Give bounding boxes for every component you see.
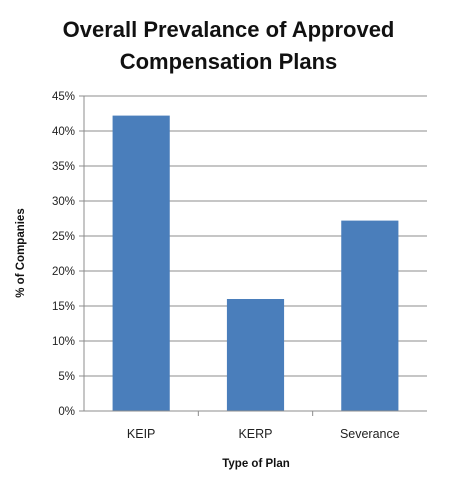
y-tick-label: 0%: [58, 406, 75, 418]
y-tick-label: 5%: [58, 371, 75, 383]
y-tick-label: 20%: [52, 266, 75, 278]
y-tick-label: 10%: [52, 336, 75, 348]
bar-kerp: [226, 299, 285, 411]
y-tick-label: 40%: [52, 126, 75, 138]
bar-severance: [341, 220, 399, 411]
x-tick-labels: KEIP KERP Severance: [127, 427, 400, 441]
y-tick-label: 30%: [52, 196, 75, 208]
chart-title: Overall Prevalance of Approved Compensat…: [0, 14, 457, 78]
y-tick-label: 35%: [52, 161, 75, 173]
y-tick-labels: 0% 5% 10% 15% 20% 25% 30% 35% 40% 45%: [52, 91, 75, 418]
axes: [83, 96, 427, 412]
y-tick-label: 15%: [52, 301, 75, 313]
y-tick-label: 25%: [52, 231, 75, 243]
y-axis-title: % of Companies: [15, 208, 27, 297]
x-tick-label: KEIP: [127, 427, 156, 441]
x-axis-title: Type of Plan: [222, 458, 290, 470]
chart-title-line-1: Overall Prevalance of Approved: [62, 17, 395, 42]
x-tick-label: Severance: [340, 427, 400, 441]
x-tick-label: KERP: [238, 427, 272, 441]
bar-keip: [112, 115, 170, 411]
y-tick-label: 45%: [52, 91, 75, 103]
chart-title-line-2: Compensation Plans: [119, 49, 338, 74]
bars: [112, 115, 399, 411]
